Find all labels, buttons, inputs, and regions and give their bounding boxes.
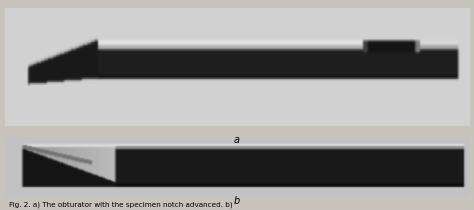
Text: a: a xyxy=(234,135,240,145)
Text: Fig. 2. a) The obturator with the specimen notch advanced. b): Fig. 2. a) The obturator with the specim… xyxy=(9,201,233,208)
Text: b: b xyxy=(234,196,240,206)
